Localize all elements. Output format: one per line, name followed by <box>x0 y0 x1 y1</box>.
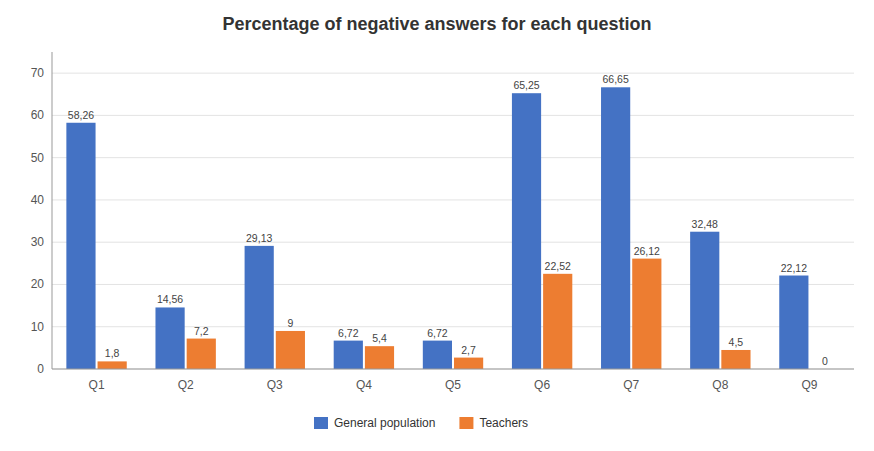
grid-line <box>52 199 854 200</box>
y-tick-label: 30 <box>31 235 45 249</box>
grid-line <box>52 284 854 285</box>
x-tick-label: Q4 <box>356 378 372 392</box>
chart-svg: Percentage of negative answers for each … <box>0 0 874 451</box>
grid-line <box>52 115 854 116</box>
bar <box>721 350 750 369</box>
bar <box>601 87 630 369</box>
legend-label: Teachers <box>479 416 528 430</box>
legend-swatch <box>314 417 328 429</box>
bar <box>632 259 661 369</box>
data-label: 6,72 <box>427 327 448 339</box>
page: {"chart_data": {"type": "bar", "title": … <box>0 0 874 451</box>
y-tick-label: 10 <box>31 320 45 334</box>
bar <box>543 274 572 369</box>
data-label: 0 <box>822 355 828 367</box>
bar <box>423 341 452 369</box>
grid <box>52 73 854 369</box>
x-tick-label: Q2 <box>178 378 194 392</box>
data-label: 9 <box>287 317 293 329</box>
data-label: 1,8 <box>105 347 120 359</box>
x-tick-label: Q8 <box>712 378 728 392</box>
y-tick-label: 60 <box>31 108 45 122</box>
y-tick-label: 50 <box>31 151 45 165</box>
data-label: 6,72 <box>338 327 359 339</box>
y-tick-label: 40 <box>31 193 45 207</box>
y-tick-label: 20 <box>31 277 45 291</box>
bar <box>155 307 184 369</box>
bar <box>779 276 808 369</box>
y-tick-label: 70 <box>31 66 45 80</box>
data-label: 2,7 <box>461 344 476 356</box>
data-labels: 58,26 14,56 29,13 6,72 6,72 65,25 66,65 32,48 22… <box>68 73 828 367</box>
bars <box>66 87 808 369</box>
bar <box>690 232 719 369</box>
grid-line <box>52 242 854 243</box>
chart-container: Percentage of negative answers for each … <box>0 0 874 451</box>
data-label: 22,12 <box>781 262 807 274</box>
x-axis-line <box>52 369 854 370</box>
title: Percentage of negative answers for each … <box>222 14 651 34</box>
data-label: 5,4 <box>372 332 387 344</box>
grid-line <box>52 157 854 158</box>
y-tick-label: 0 <box>37 362 44 376</box>
bar <box>187 339 216 369</box>
x-tick-label: Q9 <box>801 378 817 392</box>
legend: General population Teachers <box>314 416 528 430</box>
data-label: 66,65 <box>602 73 628 85</box>
bar <box>512 93 541 369</box>
bar <box>245 246 274 369</box>
bar <box>66 123 95 369</box>
data-label: 22,52 <box>545 260 571 272</box>
y-axis-line <box>52 52 53 369</box>
bar <box>365 346 394 369</box>
bar <box>276 331 305 369</box>
grid-line <box>52 73 854 74</box>
x-tick-label: Q5 <box>445 378 461 392</box>
bar <box>98 361 127 369</box>
data-label: 65,25 <box>513 79 539 91</box>
x-tick-label: Q7 <box>623 378 639 392</box>
x-tick-label: Q6 <box>534 378 550 392</box>
data-label: 29,13 <box>246 232 272 244</box>
x-tick-label: Q1 <box>89 378 105 392</box>
data-label: 32,48 <box>692 218 718 230</box>
data-label: 4,5 <box>729 336 744 348</box>
legend-label: General population <box>334 416 435 430</box>
bar <box>334 341 363 369</box>
legend-swatch <box>459 417 473 429</box>
data-label: 7,2 <box>194 325 209 337</box>
bar <box>454 358 483 369</box>
data-label: 26,12 <box>634 245 660 257</box>
grid-line <box>52 369 854 370</box>
data-label: 58,26 <box>68 109 94 121</box>
data-label: 14,56 <box>157 293 183 305</box>
x-tick-label: Q3 <box>267 378 283 392</box>
